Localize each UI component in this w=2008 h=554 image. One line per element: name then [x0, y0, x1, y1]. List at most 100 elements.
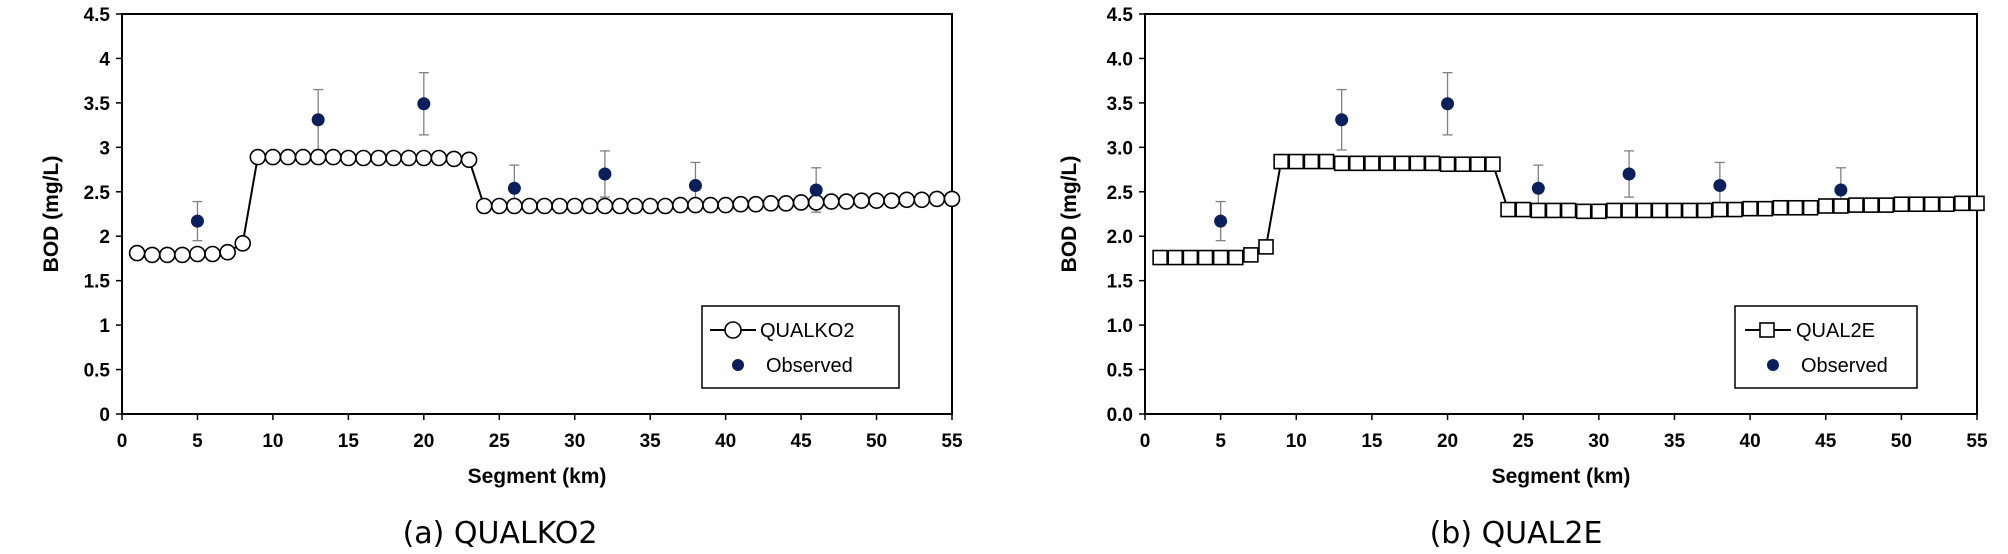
model-point	[385, 149, 402, 167]
x-tick-label: 30	[564, 431, 585, 452]
x-tick-label: 40	[715, 431, 736, 452]
model-point	[1802, 199, 1819, 216]
x-tick-label: 45	[1815, 431, 1837, 452]
model-point	[822, 193, 840, 210]
legend-observed-marker	[732, 359, 744, 371]
model-point	[445, 150, 463, 168]
x-tick-label: 50	[1891, 431, 1912, 452]
model-point	[340, 149, 357, 167]
y-axis: 0 0.5 1 1.5 2 2.5 3 3.5 4 4.5	[84, 5, 122, 426]
x-tick-label: 15	[338, 431, 360, 452]
observed-point	[1622, 167, 1636, 181]
y-tick-label: 1.5	[1107, 272, 1134, 293]
x-tick-label: 15	[1361, 431, 1383, 452]
model-point	[1470, 156, 1486, 173]
observed-point	[598, 167, 612, 181]
model-point	[1651, 202, 1668, 219]
x-tick-label: 20	[1437, 431, 1458, 452]
series-markers	[1152, 97, 1985, 266]
model-point	[1954, 195, 1970, 212]
model-point	[762, 195, 780, 212]
x-tick-label: 25	[1513, 431, 1535, 452]
observed-point	[809, 183, 823, 197]
x-tick-label: 40	[1740, 431, 1761, 452]
model-point	[883, 192, 900, 209]
model-point	[536, 197, 553, 215]
model-point	[913, 191, 931, 209]
legend-box	[1734, 305, 1918, 389]
chart-panel-a: 0 0.5 1 1.5 2 2.5 3 3.5 4 4.5 0 5 10 15 20 25 30 35 40 45 5…	[40, 5, 963, 551]
model-point	[1923, 196, 1940, 213]
model-point	[672, 196, 689, 214]
legend: QUAL2E Observed	[1734, 305, 1918, 389]
model-point	[1742, 200, 1758, 217]
y-axis-label: BOD (mg/L)	[40, 156, 63, 273]
model-point	[1243, 247, 1259, 263]
model-point	[551, 197, 568, 215]
model-point	[189, 245, 206, 263]
model-point	[1439, 156, 1456, 173]
x-axis: 0 5 10 15 20 25 30 35 40 45 50 55	[1140, 414, 1988, 452]
caption-a: (a) QUALKO2	[403, 516, 598, 551]
x-tick-label: 35	[640, 431, 662, 452]
model-point	[128, 244, 146, 262]
model-point	[1817, 198, 1834, 214]
model-point	[1712, 201, 1728, 218]
observed-point	[507, 181, 521, 195]
y-tick-label: 1	[99, 316, 110, 337]
y-tick-label: 2.5	[84, 183, 111, 204]
x-tick-label: 20	[413, 431, 434, 452]
y-tick-label: 0	[99, 405, 110, 426]
model-point	[747, 195, 765, 213]
model-point	[324, 148, 342, 166]
model-point	[807, 194, 825, 211]
y-tick-label: 0.5	[1107, 361, 1134, 382]
model-point	[264, 148, 282, 166]
model-point	[626, 197, 644, 215]
model-point	[566, 197, 584, 215]
x-tick-label: 10	[262, 431, 283, 452]
observed-point	[311, 113, 325, 127]
x-tick-label: 55	[1966, 431, 1988, 452]
model-point	[687, 196, 704, 214]
legend-circle-marker	[724, 321, 742, 339]
model-point	[279, 148, 297, 166]
model-point	[1893, 196, 1910, 213]
model-point	[596, 197, 614, 215]
y-tick-label: 0.0	[1107, 405, 1133, 426]
y-axis: 0.0 0.5 1.0 1.5 2.0 2.5 3.0 3.5 4.0 4.5	[1107, 5, 1145, 426]
y-tick-label: 3.5	[1107, 94, 1134, 115]
x-tick-label: 0	[1140, 431, 1151, 452]
x-tick-label: 50	[866, 431, 887, 452]
model-point	[521, 197, 538, 215]
y-tick-label: 4.5	[84, 5, 111, 26]
model-point	[1606, 202, 1622, 219]
model-point	[294, 148, 312, 166]
legend-label-qualko2: QUALKO2	[760, 320, 854, 342]
x-tick-label: 5	[1215, 431, 1226, 452]
y-tick-label: 1.0	[1107, 316, 1133, 337]
legend-label-qual2e: QUAL2E	[1796, 320, 1875, 342]
model-point	[1621, 202, 1637, 219]
chart-panel-b: 0.0 0.5 1.0 1.5 2.0 2.5 3.0 3.5 4.0 4.5 0 5 10 15 20 2…	[1058, 5, 1988, 551]
model-point	[1878, 197, 1895, 213]
model-point	[838, 193, 855, 210]
y-tick-label: 4.0	[1107, 49, 1133, 70]
model-point	[1681, 202, 1698, 219]
model-point	[1167, 249, 1184, 266]
model-point	[355, 149, 372, 167]
model-point	[1696, 202, 1713, 219]
observed-point	[1214, 214, 1228, 228]
model-point	[777, 195, 795, 212]
x-tick-label: 55	[941, 431, 963, 452]
model-point	[1258, 239, 1274, 255]
observed-point	[190, 214, 204, 228]
model-point	[1787, 199, 1804, 216]
model-point	[158, 246, 176, 264]
model-point	[1863, 197, 1879, 213]
y-tick-label: 4	[99, 49, 110, 70]
model-point	[1575, 203, 1592, 220]
x-axis-label: Segment (km)	[1492, 465, 1631, 488]
observed-point	[1531, 181, 1545, 195]
